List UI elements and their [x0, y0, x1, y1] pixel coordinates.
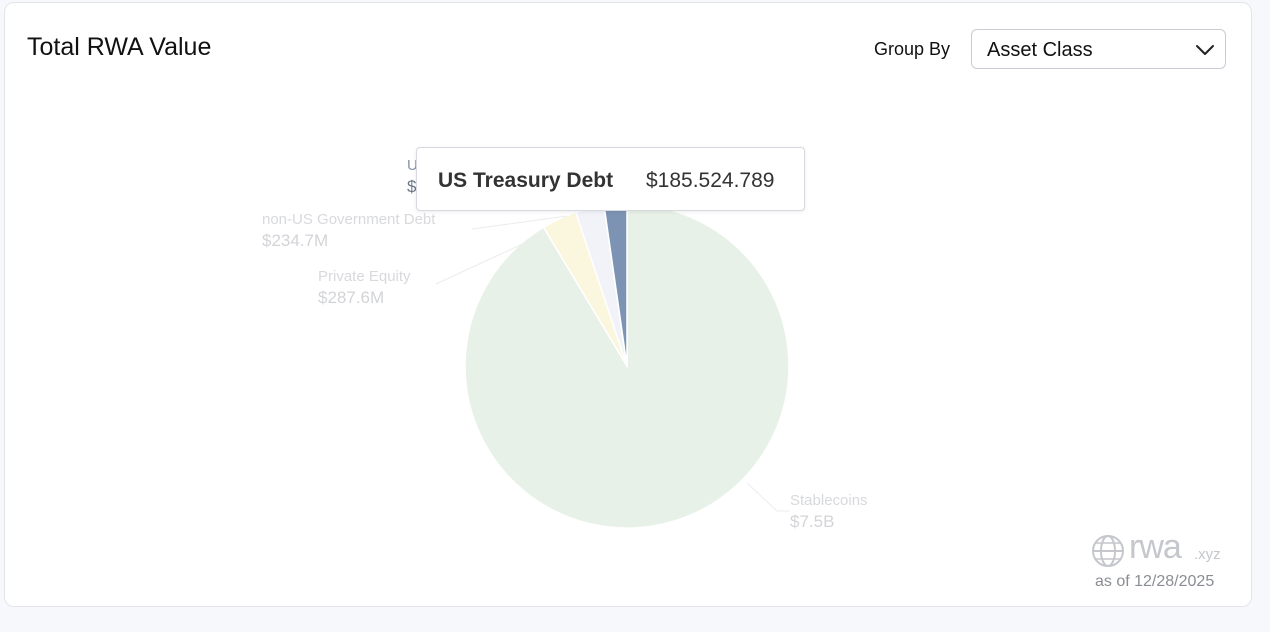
- tooltip-value: $185.524.789: [646, 169, 775, 192]
- brand-name: rwa: [1129, 528, 1182, 566]
- slice-label-value: $287.6M: [318, 288, 384, 307]
- group-by-selected-value: Asset Class: [987, 39, 1093, 61]
- slice-label-value: $234.7M: [262, 231, 328, 250]
- group-by-label: Group By: [874, 39, 951, 59]
- group-by-select[interactable]: Asset Class: [971, 29, 1226, 69]
- chevron-down-icon: [1196, 45, 1214, 55]
- tooltip-series-name: US Treasury Debt: [438, 169, 614, 192]
- slice-label-value: $7.5B: [790, 512, 834, 531]
- chart-tooltip: US Treasury Debt $185.524.789: [416, 147, 805, 211]
- slice-label-name: Private Equity: [318, 268, 411, 285]
- brand-suffix: .xyz: [1194, 546, 1221, 563]
- chart-card: Total RWA Value Group By Asset Class Sta…: [4, 2, 1252, 607]
- globe-icon: [1092, 535, 1124, 567]
- slice-label-name: Stablecoins: [790, 492, 868, 509]
- label-leader-line: [435, 234, 543, 285]
- as-of-date: as of 12/28/2025: [1095, 573, 1215, 590]
- chart-title: Total RWA Value: [27, 33, 212, 61]
- rwa-logo: rwa .xyz: [1091, 528, 1231, 570]
- pie-chart: Stablecoins $7.5B Private Equity $287.6M non…: [262, 157, 868, 531]
- label-leader-line: [746, 482, 790, 512]
- slice-label-name: non-US Government Debt: [262, 211, 436, 228]
- label-leader-line: [471, 215, 568, 230]
